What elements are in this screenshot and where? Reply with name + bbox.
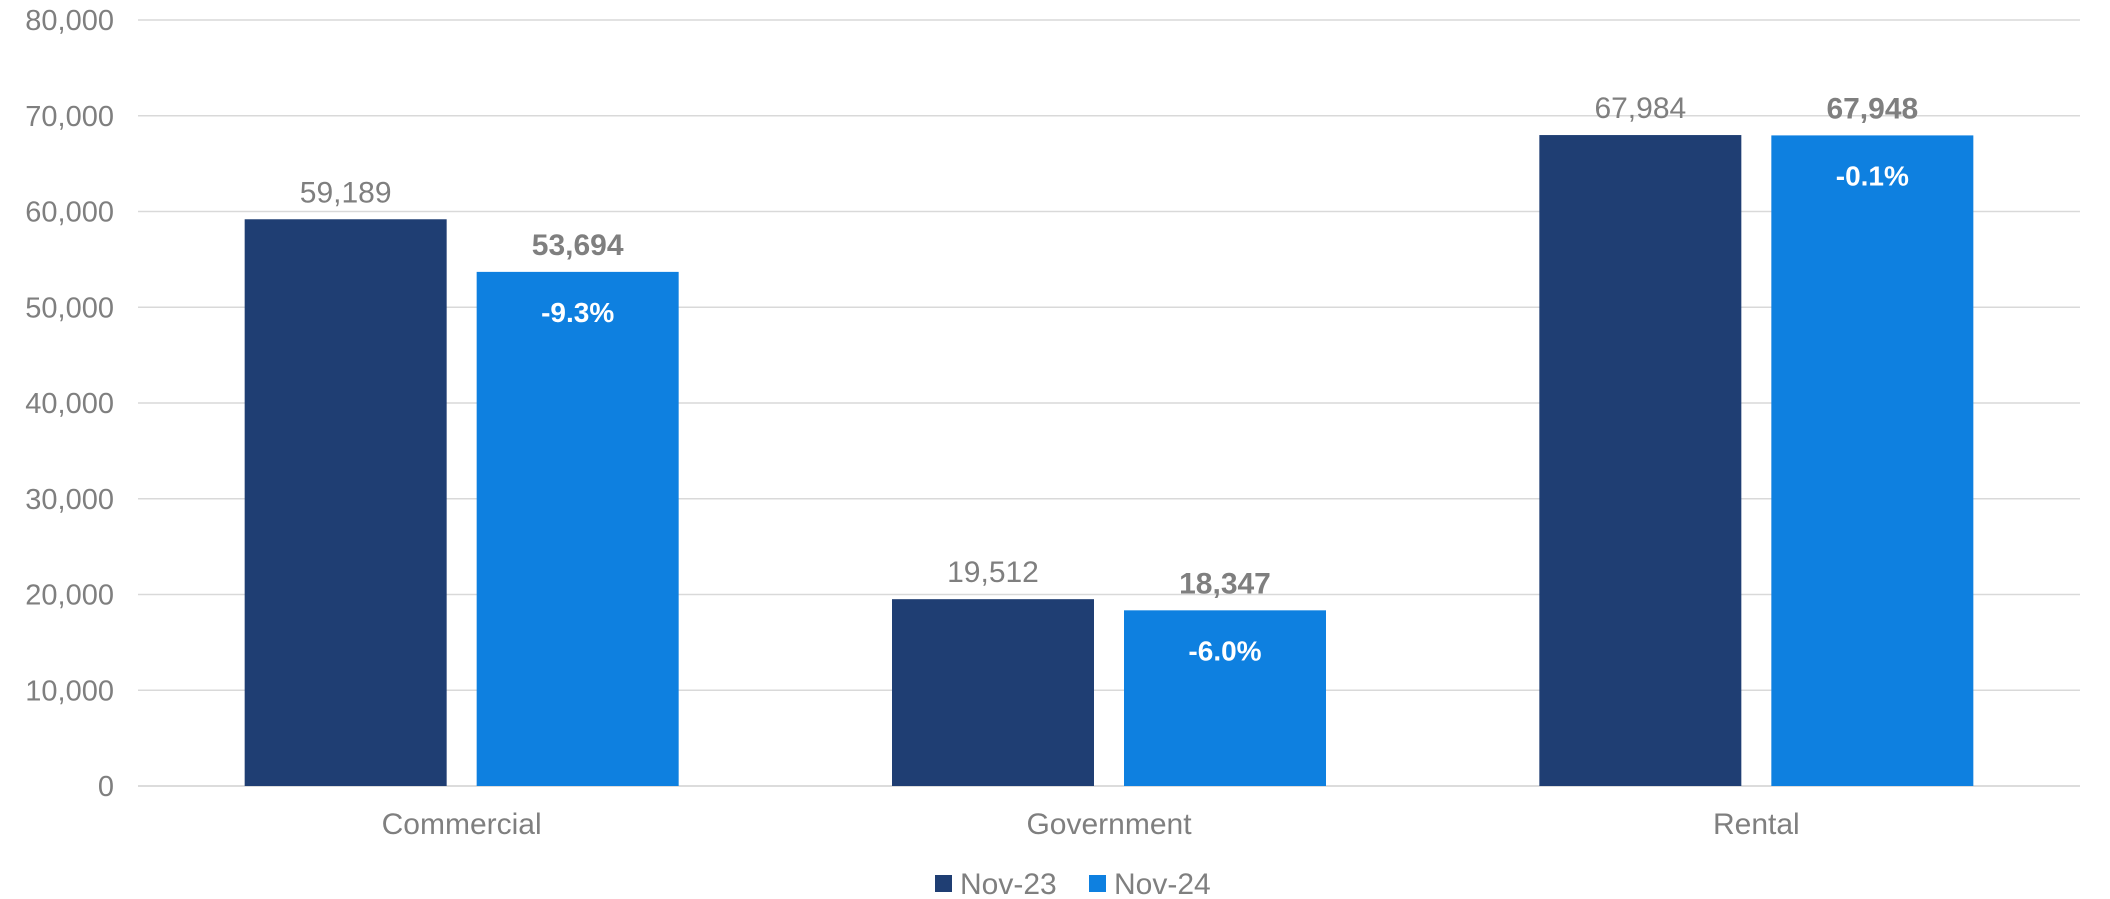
bars — [244, 135, 1974, 787]
legend: Nov-23 Nov-24 — [935, 868, 1211, 899]
y-tick-label: 50,000 — [25, 292, 114, 324]
bar-nov-23-commercial — [244, 219, 447, 786]
y-tick-label: 30,000 — [25, 484, 114, 516]
legend-label: Nov-24 — [1114, 868, 1211, 899]
change-label: -9.3% — [541, 297, 614, 328]
data-label: 67,984 — [1594, 92, 1686, 125]
data-label: 18,347 — [1179, 567, 1271, 600]
change-label: -0.1% — [1836, 160, 1909, 191]
bar-nov-23-rental — [1539, 135, 1742, 786]
data-label: 19,512 — [947, 556, 1039, 589]
bar-nov-24-commercial — [476, 271, 679, 786]
data-labels: 59,189 53,694 -9.3% 19,512 18,347 -6.0% 67,984… — [300, 92, 1918, 666]
y-tick-label: 60,000 — [25, 197, 114, 229]
y-tick-label: 40,000 — [25, 388, 114, 420]
x-axis-category-labels: Commercial Government Rental — [382, 808, 1800, 841]
x-category-label: Rental — [1713, 808, 1800, 841]
y-tick-label: 80,000 — [25, 5, 114, 37]
y-tick-label: 0 — [98, 771, 114, 803]
gridlines — [138, 19, 2080, 787]
x-category-label: Commercial — [382, 808, 542, 841]
y-tick-label: 20,000 — [25, 580, 114, 612]
legend-label: Nov-23 — [960, 868, 1057, 899]
legend-swatch-nov-24 — [1089, 875, 1106, 892]
data-label: 67,948 — [1826, 92, 1918, 125]
change-label: -6.0% — [1188, 635, 1261, 666]
y-tick-label: 10,000 — [25, 675, 114, 707]
bar-nov-23-government — [892, 599, 1094, 786]
data-label: 53,694 — [532, 229, 624, 262]
y-tick-label: 70,000 — [25, 101, 114, 133]
data-label: 59,189 — [300, 176, 392, 209]
x-category-label: Government — [1026, 808, 1192, 841]
bar-nov-24-government — [1124, 610, 1326, 786]
legend-swatch-nov-23 — [935, 875, 952, 892]
y-axis-tick-labels: 0 10,000 20,000 30,000 40,000 50,000 60,000 70,… — [25, 5, 114, 803]
bar-nov-24-rental — [1771, 135, 1974, 787]
